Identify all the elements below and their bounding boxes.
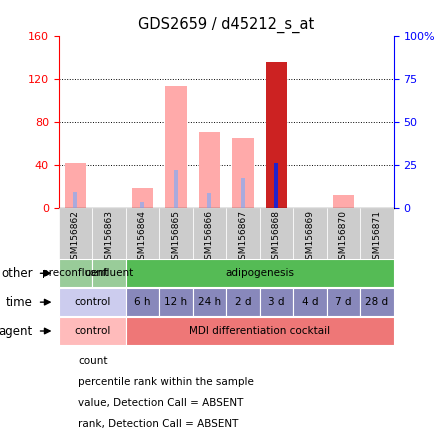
Bar (125, 317, 393, 345)
Text: 2 d: 2 d (234, 297, 250, 307)
Bar (164, 86, 187, 208)
Bar (159, 208, 192, 259)
Text: preconfluent: preconfluent (42, 268, 108, 278)
Bar (125, 259, 393, 287)
Text: GSM156869: GSM156869 (305, 210, 314, 266)
Bar (92, 208, 125, 259)
Text: 7 d: 7 d (335, 297, 351, 307)
Bar (192, 288, 226, 316)
Text: GSM156864: GSM156864 (138, 210, 147, 265)
Bar (359, 208, 393, 259)
Bar (198, 132, 220, 208)
Bar (259, 288, 293, 316)
Bar (174, 170, 178, 208)
Bar (59, 317, 125, 345)
Text: GSM156863: GSM156863 (104, 210, 113, 266)
Text: other: other (1, 267, 33, 280)
Text: value, Detection Call = ABSENT: value, Detection Call = ABSENT (78, 398, 243, 408)
Text: agent: agent (0, 325, 33, 337)
Text: GSM156867: GSM156867 (238, 210, 247, 266)
Title: GDS2659 / d45212_s_at: GDS2659 / d45212_s_at (138, 16, 314, 33)
Bar (64, 163, 86, 208)
Bar (332, 195, 354, 208)
Text: 24 h: 24 h (197, 297, 220, 307)
Bar (59, 259, 92, 287)
Bar (125, 288, 159, 316)
Bar (226, 208, 259, 259)
Text: 28 d: 28 d (365, 297, 388, 307)
Bar (265, 63, 287, 208)
Bar (326, 208, 359, 259)
Text: 4 d: 4 d (301, 297, 317, 307)
Text: GSM156868: GSM156868 (271, 210, 280, 266)
Bar (73, 192, 77, 208)
Text: GSM156862: GSM156862 (71, 210, 80, 265)
Bar (259, 208, 293, 259)
Bar (274, 163, 278, 208)
Bar (192, 208, 226, 259)
Text: percentile rank within the sample: percentile rank within the sample (78, 377, 253, 387)
Text: GSM156866: GSM156866 (204, 210, 214, 266)
Bar (140, 202, 144, 208)
Bar (326, 288, 359, 316)
Bar (293, 208, 326, 259)
Bar (240, 178, 244, 208)
Bar (207, 193, 211, 208)
Bar (359, 288, 393, 316)
Text: count: count (78, 356, 108, 365)
Text: MDI differentiation cocktail: MDI differentiation cocktail (189, 326, 329, 336)
Text: control: control (74, 326, 110, 336)
Text: 12 h: 12 h (164, 297, 187, 307)
Bar (159, 288, 192, 316)
Text: rank, Detection Call = ABSENT: rank, Detection Call = ABSENT (78, 420, 238, 429)
Text: adipogenesis: adipogenesis (225, 268, 293, 278)
Text: GSM156871: GSM156871 (372, 210, 381, 266)
Bar (231, 138, 253, 208)
Text: GSM156870: GSM156870 (338, 210, 347, 266)
Text: control: control (74, 297, 110, 307)
Bar (226, 288, 259, 316)
Bar (125, 208, 159, 259)
Text: GSM156865: GSM156865 (171, 210, 180, 266)
Text: time: time (6, 296, 33, 309)
Text: 6 h: 6 h (134, 297, 150, 307)
Bar (59, 288, 125, 316)
Bar (293, 288, 326, 316)
Bar (92, 259, 125, 287)
Bar (59, 208, 92, 259)
Text: 3 d: 3 d (268, 297, 284, 307)
Bar (131, 188, 153, 208)
Text: confluent: confluent (84, 268, 133, 278)
